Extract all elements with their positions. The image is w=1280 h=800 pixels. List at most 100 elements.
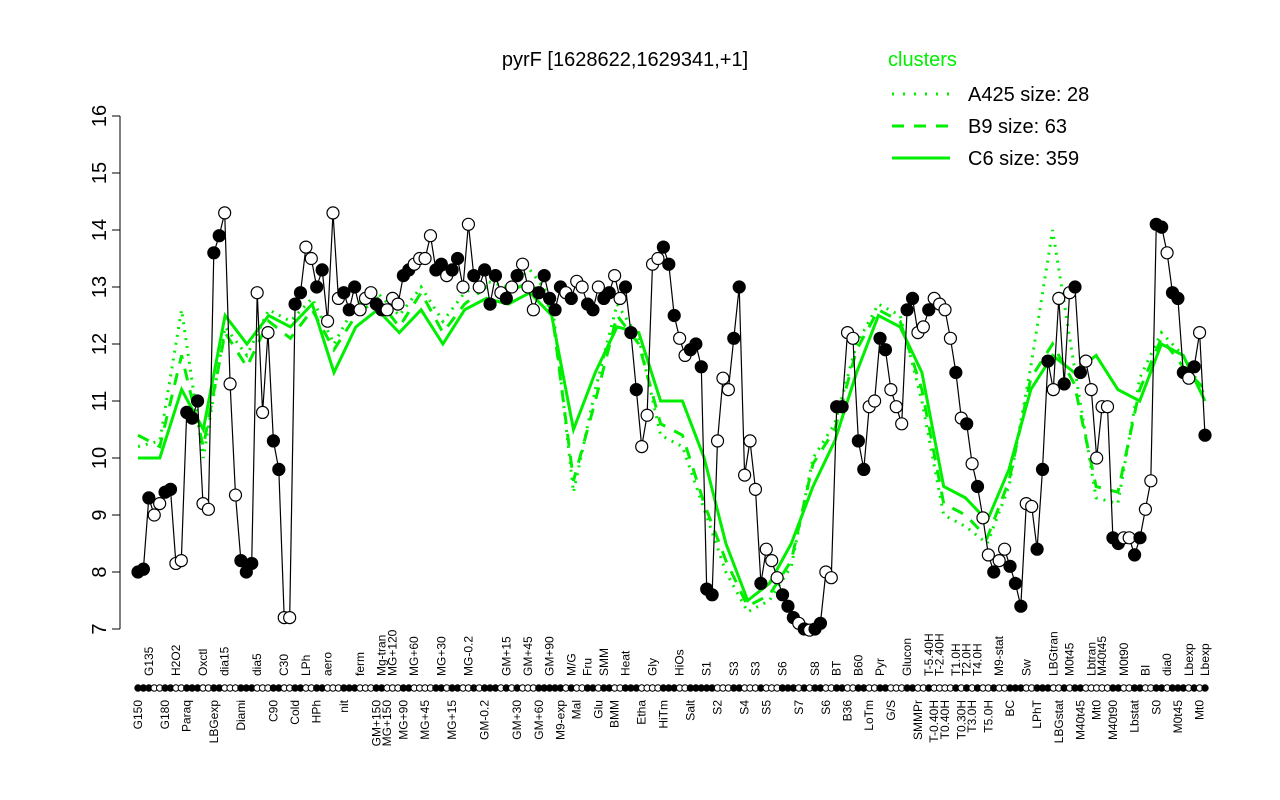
x-tick-label: Pyr <box>873 658 887 676</box>
data-point <box>1008 576 1023 591</box>
chart-title: pyrF [1628622,1629341,+1] <box>502 49 748 71</box>
x-tick-label: S6 <box>819 700 833 715</box>
data-point <box>505 280 519 294</box>
x-tick-label: S8 <box>808 661 822 676</box>
x-tick-label: M9-stat <box>992 635 1006 676</box>
data-point <box>391 297 405 311</box>
x-tick-label: S4 <box>738 700 752 715</box>
x-tick-label: LoTm <box>862 700 876 731</box>
legend-label-a425: A425 size: 28 <box>968 84 1089 106</box>
x-tick-label: T0.40H <box>938 700 952 739</box>
data-point <box>846 331 860 345</box>
data-point <box>418 251 432 266</box>
y-tick-label: 13 <box>89 276 111 298</box>
data-point <box>1079 354 1093 368</box>
x-tick-label: dia15 <box>218 646 232 676</box>
x-tick-label: GM-0.2 <box>478 700 492 740</box>
data-point <box>163 482 178 496</box>
x-tick-label: S2 <box>711 700 725 715</box>
x-tick-label: T3.0H <box>965 700 979 733</box>
data-point <box>320 314 335 328</box>
data-point <box>543 291 557 305</box>
x-tick-label: G180 <box>158 700 172 730</box>
data-point <box>136 562 151 576</box>
x-tick-label: S6 <box>776 661 790 676</box>
data-point <box>288 297 302 311</box>
x-tick-label: nit <box>337 699 351 712</box>
data-point <box>586 303 600 317</box>
data-point <box>1073 365 1088 380</box>
legend-title: clusters <box>888 49 957 71</box>
x-tick-label: H2O2 <box>169 644 183 676</box>
data-point <box>781 599 795 613</box>
x-tick-label: ferm <box>353 652 367 676</box>
x-tick-label: GM+150 <box>369 700 383 747</box>
data-point <box>537 269 551 283</box>
data-point <box>467 269 481 283</box>
x-axis: G150 G135 G180 H2O2 Paraq Oxctl LBGexp dia15 Dia… <box>131 629 1212 746</box>
x-tick-label: Glu <box>591 700 605 719</box>
data-point <box>976 511 990 525</box>
x-tick-label: GM+60 <box>532 700 546 740</box>
data-point <box>234 553 248 568</box>
cluster-lines <box>137 229 1207 614</box>
data-point <box>1014 599 1028 613</box>
x-tick-label: T2.0H <box>960 643 974 676</box>
x-tick-label: Gly <box>646 658 660 676</box>
data-point <box>878 343 893 357</box>
data-point <box>759 542 773 556</box>
y-tick-label: 9 <box>89 509 111 520</box>
data-point <box>212 229 226 243</box>
data-point <box>770 571 784 585</box>
x-tick-label: B36 <box>841 700 855 722</box>
data-point <box>515 257 530 271</box>
x-tick-label: G135 <box>142 646 156 676</box>
data-point <box>987 565 1001 579</box>
data-point <box>1192 326 1207 340</box>
x-tick-label: S1 <box>700 661 714 676</box>
legend: clusters A425 size: 28 B9 size: 63 C6 si… <box>888 49 1089 170</box>
legend-label-c6: C6 size: 359 <box>968 148 1079 170</box>
data-point <box>207 246 221 260</box>
data-point <box>266 434 281 448</box>
x-tick-label: T-2.40H <box>933 633 947 676</box>
data-point <box>624 326 638 340</box>
x-tick-label: BT <box>830 660 844 676</box>
data-point <box>245 556 259 571</box>
x-tick-label: MG+15 <box>445 700 459 740</box>
x-tick-label: BMM <box>608 700 622 728</box>
x-tick-label: M0t45 <box>1063 642 1077 676</box>
x-tick-label: T-5.40H <box>922 633 936 676</box>
data-point <box>851 434 865 448</box>
data-point <box>456 280 470 294</box>
data-point <box>293 286 308 300</box>
data-point <box>970 479 985 494</box>
data-point <box>304 251 318 266</box>
data-point <box>499 291 513 305</box>
data-point <box>721 383 735 397</box>
x-tick-label: LPhT <box>1030 699 1044 728</box>
data-point <box>526 303 540 317</box>
data-point <box>310 280 324 294</box>
y-tick-label: 8 <box>89 566 111 577</box>
data-point <box>250 286 264 300</box>
data-point <box>824 571 838 585</box>
data-point <box>1003 559 1017 573</box>
data-point <box>488 269 503 283</box>
data-point <box>1160 246 1174 260</box>
data-point <box>445 263 459 277</box>
data-point <box>613 291 627 305</box>
data-points <box>131 206 1212 637</box>
x-tick-label: SMMPr <box>911 700 925 740</box>
data-point <box>283 610 297 625</box>
y-tick-label: 14 <box>89 219 111 241</box>
x-tick-label: MG+30 <box>434 636 448 676</box>
data-point <box>943 331 958 345</box>
x-tick-label: T4.0H <box>971 643 985 676</box>
data-point <box>905 291 920 305</box>
data-point <box>727 331 741 345</box>
data-point <box>900 303 914 317</box>
data-point <box>483 297 497 311</box>
x-tick-label: dia5 <box>250 653 264 676</box>
data-point <box>1182 371 1196 385</box>
